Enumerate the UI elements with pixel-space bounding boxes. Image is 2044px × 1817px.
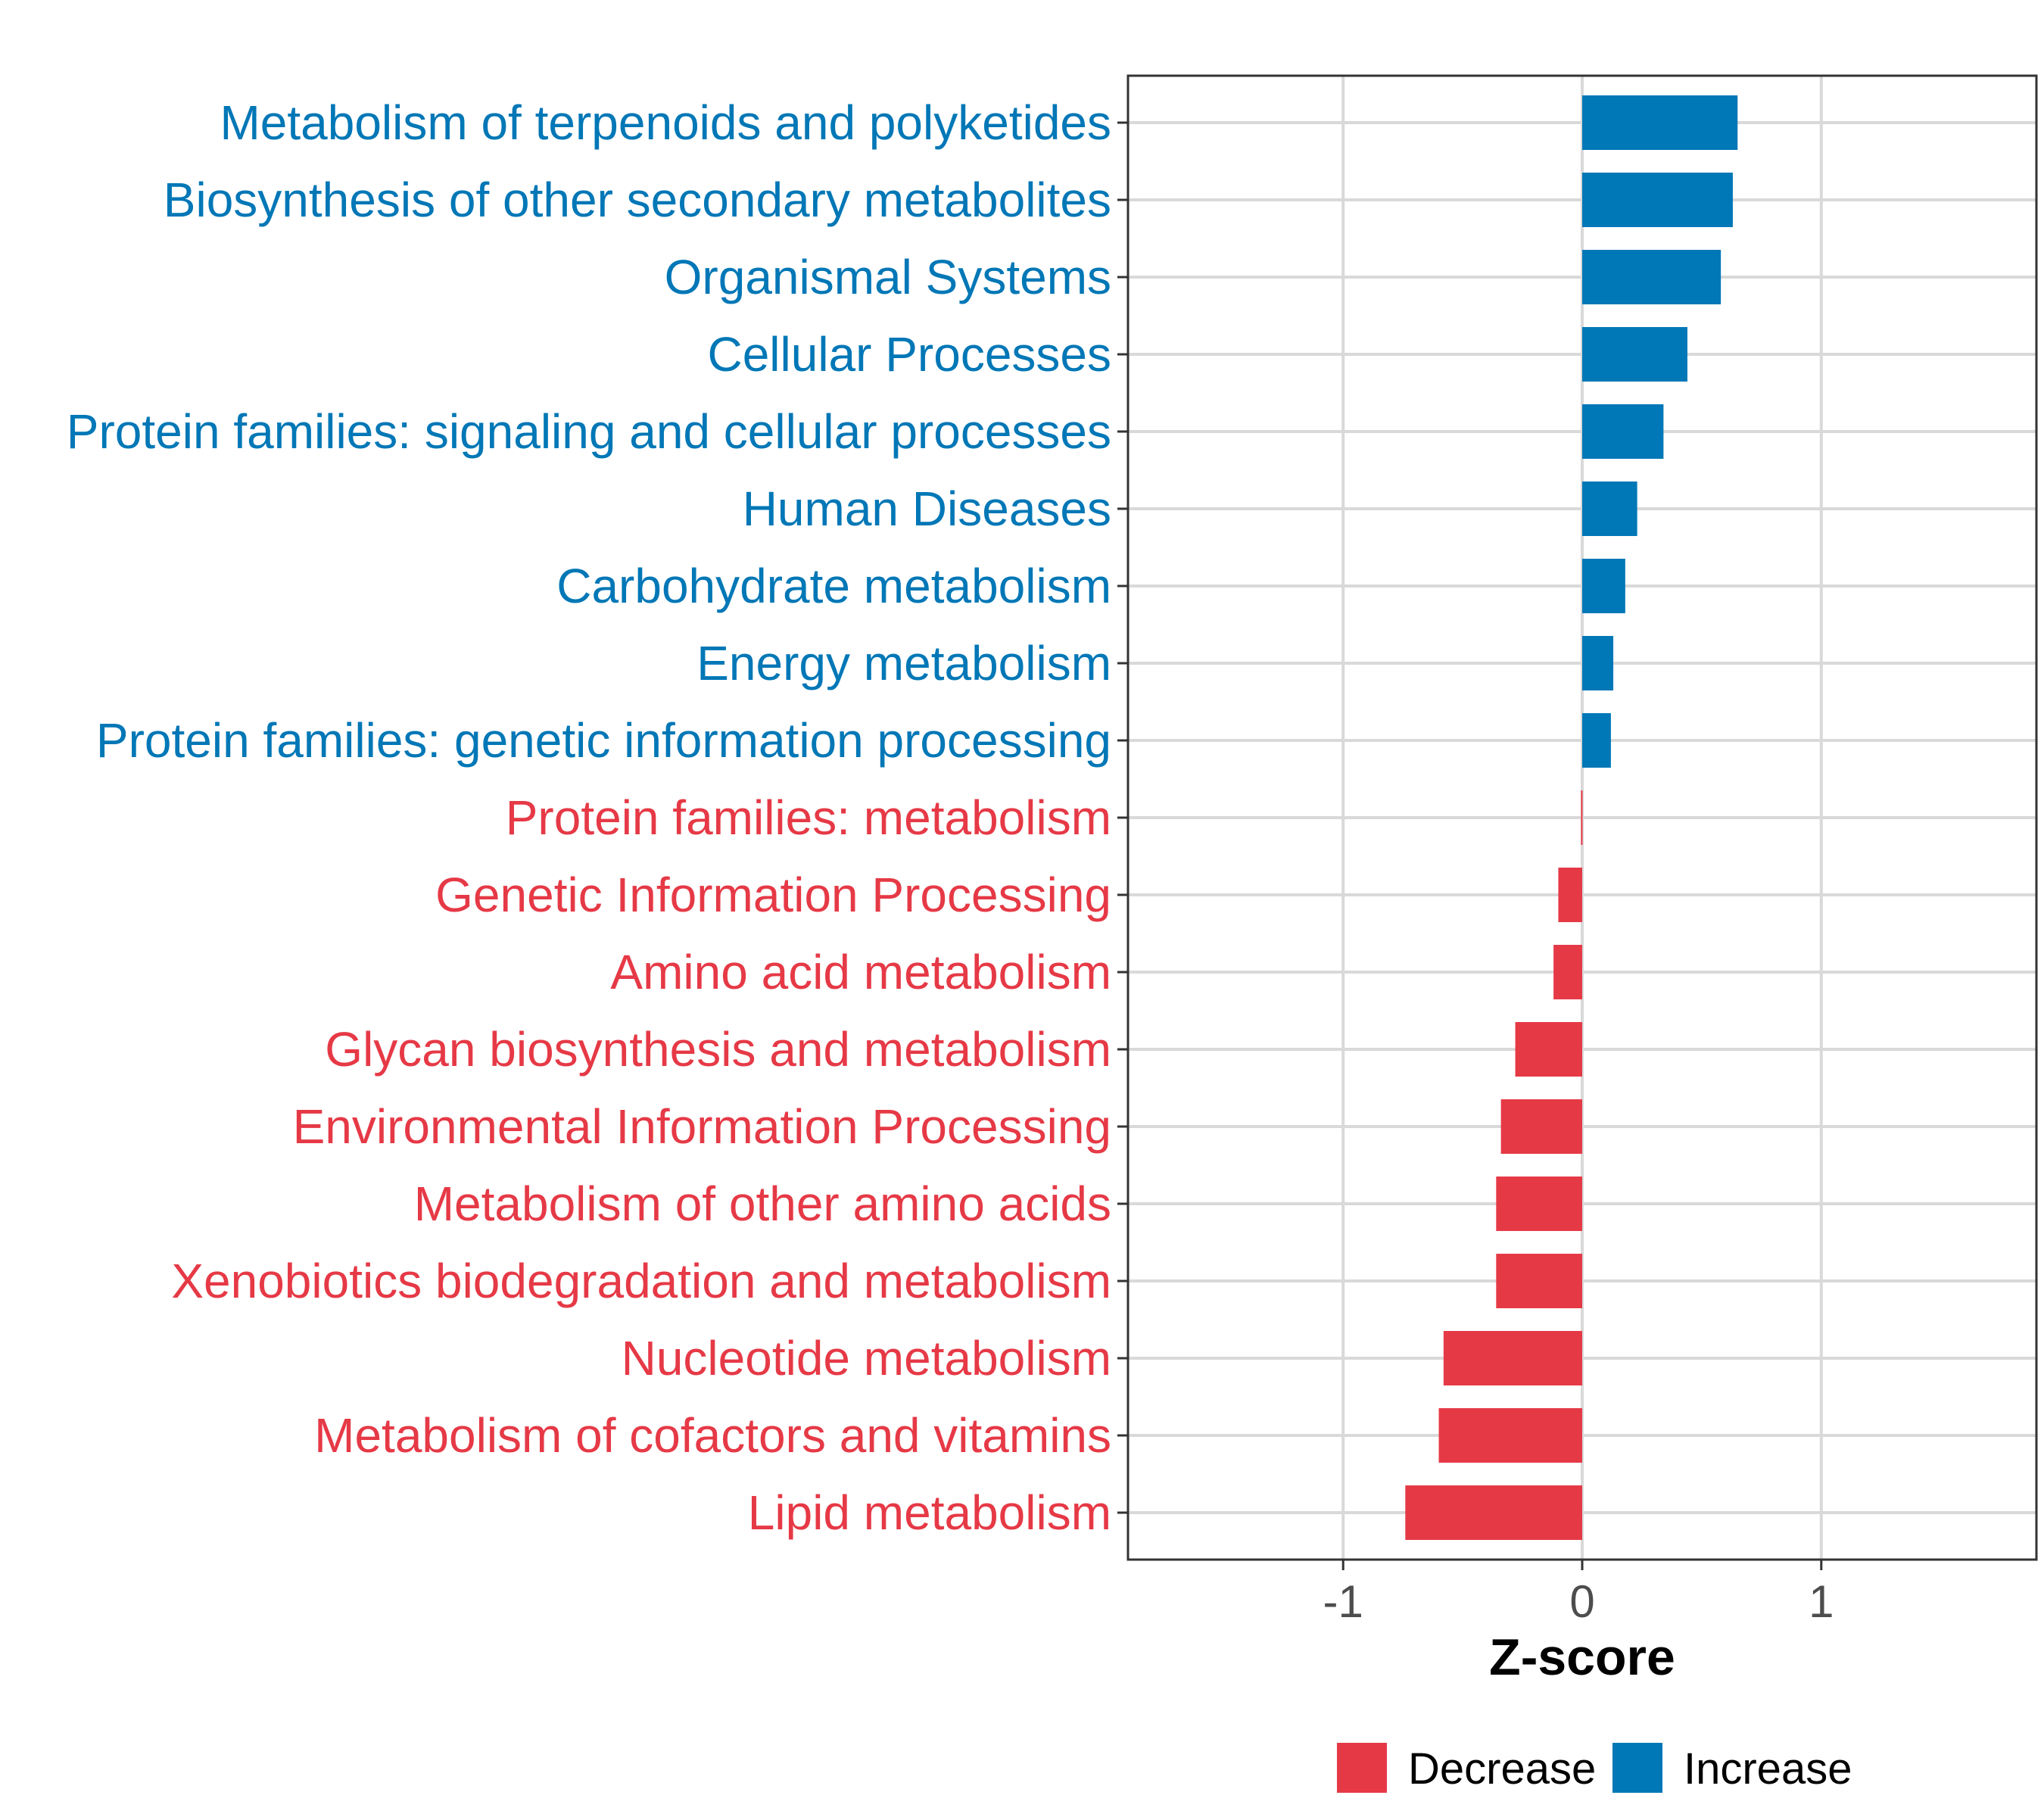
legend-label-decrease: Decrease xyxy=(1408,1744,1596,1794)
bar xyxy=(1582,173,1733,227)
category-label: Protein families: signaling and cellular… xyxy=(67,404,1111,459)
category-label: Carbohydrate metabolism xyxy=(556,559,1111,613)
category-label: Protein families: metabolism xyxy=(506,790,1111,845)
bar xyxy=(1500,1099,1582,1154)
x-tick-labels: -1 0 1 xyxy=(1323,1576,1834,1627)
bar xyxy=(1443,1331,1582,1385)
category-label: Metabolism of cofactors and vitamins xyxy=(314,1408,1111,1463)
category-label: Xenobiotics biodegradation and metabolis… xyxy=(171,1254,1111,1308)
x-axis-title: Z-score xyxy=(1489,1628,1675,1686)
legend: Decrease Increase xyxy=(1337,1743,1852,1794)
category-label: Environmental Information Processing xyxy=(293,1099,1111,1154)
bar xyxy=(1405,1485,1582,1540)
category-label: Amino acid metabolism xyxy=(610,945,1111,999)
bar xyxy=(1582,250,1722,304)
bar xyxy=(1582,404,1664,459)
category-label: Protein families: genetic information pr… xyxy=(96,713,1111,768)
bar xyxy=(1582,482,1637,536)
bar xyxy=(1496,1177,1582,1231)
category-label: Energy metabolism xyxy=(696,636,1111,690)
bar xyxy=(1558,868,1582,922)
legend-swatch-increase xyxy=(1612,1743,1662,1793)
category-labels: Metabolism of terpenoids and polyketides… xyxy=(67,95,1111,1540)
category-label: Human Diseases xyxy=(743,482,1111,536)
bar xyxy=(1496,1254,1582,1308)
bar xyxy=(1438,1408,1582,1463)
category-label: Metabolism of other amino acids xyxy=(414,1177,1111,1231)
bar xyxy=(1582,636,1614,690)
category-label: Cellular Processes xyxy=(707,327,1111,382)
x-tick-label: 1 xyxy=(1809,1576,1834,1627)
bar xyxy=(1582,559,1625,613)
x-tick-label: 0 xyxy=(1569,1576,1594,1627)
bar xyxy=(1582,95,1738,150)
category-label: Lipid metabolism xyxy=(748,1485,1111,1540)
category-label: Nucleotide metabolism xyxy=(622,1331,1111,1385)
category-label: Biosynthesis of other secondary metaboli… xyxy=(164,173,1111,227)
x-tick-label: -1 xyxy=(1323,1576,1363,1627)
y-axis-ticks xyxy=(1117,121,1128,1514)
category-label: Glycan biosynthesis and metabolism xyxy=(325,1022,1111,1077)
bars xyxy=(1405,95,1738,1540)
bar xyxy=(1582,713,1611,768)
legend-swatch-decrease xyxy=(1337,1743,1387,1793)
bar xyxy=(1582,327,1687,382)
legend-label-increase: Increase xyxy=(1684,1744,1852,1794)
bar xyxy=(1553,945,1582,999)
category-label: Metabolism of terpenoids and polyketides xyxy=(220,95,1111,150)
x-axis-ticks xyxy=(1341,1560,1823,1570)
bar xyxy=(1581,790,1583,845)
category-label: Genetic Information Processing xyxy=(435,868,1111,922)
category-label: Organismal Systems xyxy=(665,250,1111,304)
bar xyxy=(1515,1022,1582,1077)
